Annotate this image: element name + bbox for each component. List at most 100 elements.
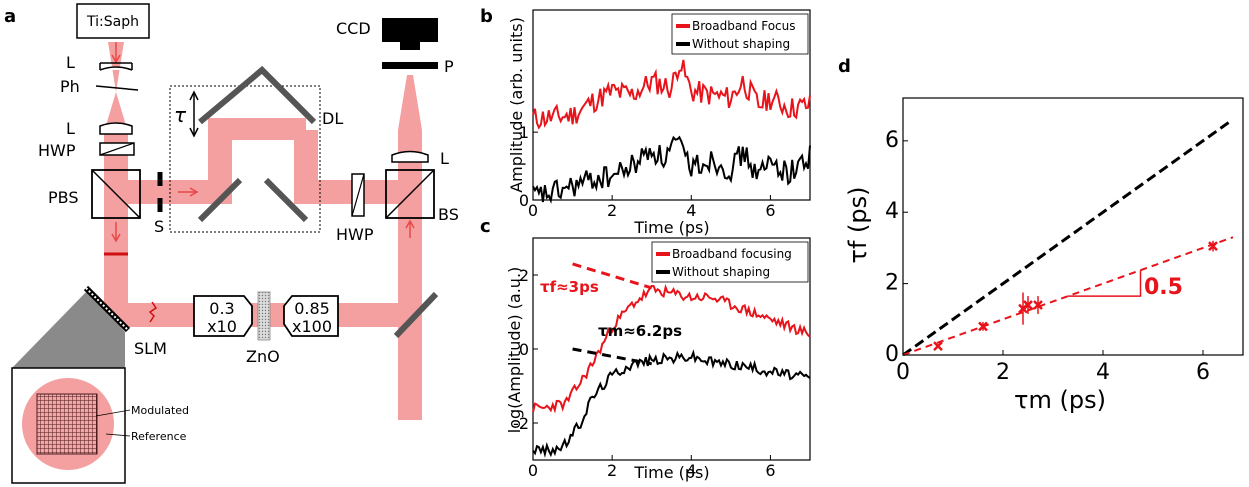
panel-b-ticks: 0 2 4 6 0 1 bbox=[519, 123, 776, 220]
b-xtick-label: 6 bbox=[765, 201, 775, 220]
d-xtick-label: 6 bbox=[1196, 360, 1210, 385]
pinhole: Ph bbox=[60, 77, 139, 96]
d-xtick-label: 0 bbox=[896, 360, 910, 385]
b-ytick-label: 0 bbox=[519, 191, 529, 210]
svg-text:0.85: 0.85 bbox=[294, 299, 330, 318]
slope-annotation: 0.5 bbox=[1144, 275, 1183, 300]
svg-text:τ: τ bbox=[174, 103, 187, 127]
panel-b-label: b bbox=[480, 6, 493, 27]
panel-c-ticks: 0 2 4 6 -2 0 2 bbox=[513, 266, 775, 480]
slope-triangle bbox=[1068, 270, 1142, 297]
svg-text:L: L bbox=[66, 53, 75, 72]
svg-text:BS: BS bbox=[438, 205, 459, 224]
panel-d-label: d bbox=[838, 56, 851, 77]
panel-c-xlabel: Time (ps) bbox=[633, 463, 709, 482]
polarizer: P bbox=[382, 57, 454, 76]
b-xtick-label: 2 bbox=[607, 201, 617, 220]
svg-text:ZnO: ZnO bbox=[246, 347, 280, 366]
panel-d-ticks: 0 2 4 6 0 2 4 6 bbox=[885, 128, 1210, 385]
b-xtick-label: 4 bbox=[686, 201, 696, 220]
point-d-5 bbox=[1033, 300, 1043, 310]
svg-text:S: S bbox=[154, 217, 164, 236]
delay-line: DL τ bbox=[169, 65, 343, 233]
d-xtick-label: 4 bbox=[1096, 360, 1110, 385]
svg-text:DL: DL bbox=[322, 109, 343, 128]
laser-source: Ti:Saph bbox=[76, 3, 150, 39]
fold-mirror bbox=[393, 291, 439, 339]
b-xtick-label: 0 bbox=[528, 201, 538, 220]
d-ytick-label: 0 bbox=[885, 342, 899, 367]
reference-line-1 bbox=[902, 119, 1232, 357]
panel-c-chart: c 0 2 4 6 -2 0 2 Time (ps) log(Amplitude) (a.u… bbox=[480, 216, 811, 482]
lens-1: L bbox=[66, 53, 133, 72]
c-xtick-label: 0 bbox=[528, 461, 538, 480]
panel-b-xlabel: Time (ps) bbox=[633, 218, 709, 237]
svg-text:HWP: HWP bbox=[336, 225, 374, 244]
panel-c-series bbox=[532, 262, 811, 458]
series-b-2-line bbox=[532, 135, 811, 204]
d-ytick-label: 2 bbox=[885, 271, 899, 296]
svg-text:Reference: Reference bbox=[131, 430, 187, 443]
legend-c-1: Broadband focusing bbox=[672, 247, 792, 261]
shutter: S bbox=[154, 172, 164, 236]
ccd-camera: CCD bbox=[336, 18, 438, 50]
lens-3: L bbox=[391, 149, 449, 168]
panel-d-series bbox=[902, 119, 1234, 357]
sample: ZnO bbox=[246, 291, 280, 366]
panel-b-ylabel: Amplitude (arb. units) bbox=[507, 17, 526, 193]
panel-d-chart: d 0 2 4 6 0 2 4 6 τm (ps) τf (ps) 0.5 bbox=[838, 56, 1244, 414]
half-wave-plate-2: HWP bbox=[336, 173, 374, 244]
series-c-1-line bbox=[532, 283, 811, 414]
svg-text:CCD: CCD bbox=[336, 19, 371, 38]
d-ytick-label: 4 bbox=[885, 199, 899, 224]
half-wave-plate-1: HWP bbox=[38, 141, 135, 160]
beamsplitter: BS bbox=[385, 169, 459, 224]
panel-d-xlabel: τm (ps) bbox=[1014, 386, 1106, 414]
reference-line-2 bbox=[902, 236, 1234, 356]
lens-2: L bbox=[66, 119, 133, 138]
svg-text:0.3: 0.3 bbox=[209, 299, 234, 318]
c-xtick-label: 6 bbox=[765, 461, 775, 480]
legend-b-1: Broadband Focus bbox=[692, 19, 796, 33]
legend-c-2: Without shaping bbox=[672, 265, 770, 279]
svg-text:x10: x10 bbox=[207, 317, 237, 336]
series-c-2-line bbox=[532, 349, 811, 458]
svg-text:PBS: PBS bbox=[48, 188, 79, 207]
point-d-2 bbox=[978, 321, 988, 332]
objective-1: 0.3 x10 bbox=[193, 295, 253, 337]
annotation-tau-m: τm≈6.2ps bbox=[598, 322, 682, 340]
svg-text:x100: x100 bbox=[292, 317, 332, 336]
c-xtick-label: 4 bbox=[686, 461, 696, 480]
d-xtick-label: 2 bbox=[996, 360, 1010, 385]
point-d-4 bbox=[1023, 300, 1033, 310]
spatial-light-modulator: SLM bbox=[12, 285, 167, 368]
polarizing-beamsplitter: PBS bbox=[48, 169, 141, 219]
c-xtick-label: 2 bbox=[607, 461, 617, 480]
legend-b-2: Without shaping bbox=[692, 37, 790, 51]
svg-text:Modulated: Modulated bbox=[131, 404, 189, 417]
d-ytick-label: 6 bbox=[885, 128, 899, 153]
svg-text:Ti:Saph: Ti:Saph bbox=[86, 14, 139, 30]
panel-a-label: a bbox=[4, 6, 16, 27]
svg-text:L: L bbox=[66, 119, 75, 138]
svg-text:HWP: HWP bbox=[38, 141, 76, 160]
panel-b-legend: Broadband Focus Without shaping bbox=[671, 13, 809, 55]
svg-text:SLM: SLM bbox=[134, 339, 167, 358]
point-d-6 bbox=[1208, 241, 1218, 252]
c-ytick-label: 0 bbox=[519, 340, 529, 359]
point-d-1 bbox=[933, 341, 943, 351]
panel-c-label: c bbox=[480, 216, 491, 237]
annotation-tau-f: τf≈3ps bbox=[540, 278, 599, 296]
panel-c-ylabel: log(Amplitude) (a.u.) bbox=[505, 267, 524, 434]
svg-text:P: P bbox=[444, 57, 454, 76]
panel-b-series bbox=[532, 59, 811, 204]
panel-b-axes bbox=[532, 9, 811, 201]
c-ytick-label: -2 bbox=[513, 414, 529, 433]
svg-text:Ph: Ph bbox=[60, 77, 80, 96]
b-ytick-label: 1 bbox=[519, 123, 529, 142]
panel-a-setup: a Ti:Saph L Ph bbox=[4, 3, 459, 484]
fit-line-c-2 bbox=[572, 347, 652, 366]
fit-line-c-1 bbox=[572, 262, 653, 290]
series-b-1-line bbox=[532, 59, 811, 130]
c-ytick-label: 2 bbox=[519, 266, 529, 285]
